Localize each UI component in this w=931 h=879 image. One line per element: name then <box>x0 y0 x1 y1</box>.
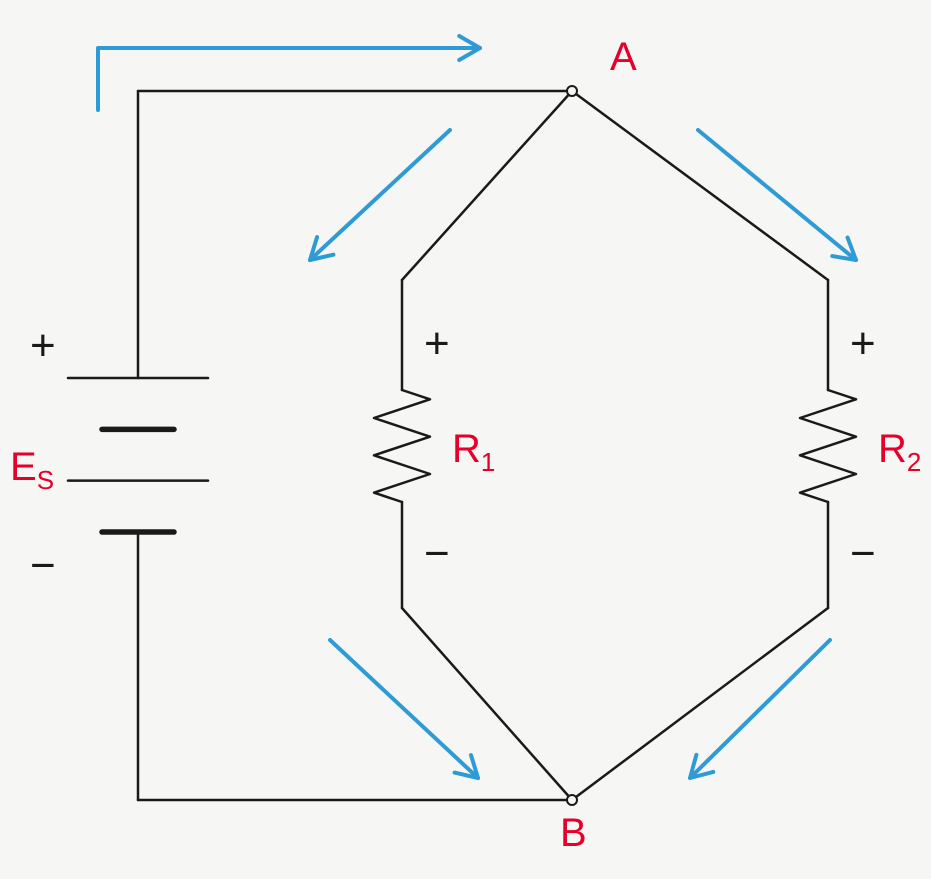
label-source: ES <box>10 445 54 495</box>
wire-left-top-angle <box>402 91 572 280</box>
label-r1-plus: + <box>424 319 450 368</box>
wire-right-bottom-angle <box>572 608 828 800</box>
label-node-b: B <box>560 811 587 855</box>
node-b <box>567 795 577 805</box>
wire-left-bottom-angle <box>402 608 572 800</box>
label-source-minus: − <box>30 541 56 590</box>
label-r2: R2 <box>878 427 921 477</box>
label-node-a: A <box>610 35 637 79</box>
arrow-a-right-line <box>698 130 856 260</box>
arrow-right-b-line <box>690 640 830 778</box>
label-r1-minus: − <box>424 529 450 578</box>
arrow-top-line <box>98 48 480 110</box>
label-r2-minus: − <box>850 529 876 578</box>
wire-right-top-angle <box>572 91 828 280</box>
label-source-plus: + <box>30 321 56 370</box>
node-a <box>567 86 577 96</box>
label-r2-plus: + <box>850 319 876 368</box>
arrow-left-b-line <box>330 640 478 778</box>
label-r1: R1 <box>452 427 495 477</box>
arrow-a-left-line <box>310 130 450 260</box>
resistor-right <box>800 390 856 502</box>
resistor-left <box>374 390 430 502</box>
